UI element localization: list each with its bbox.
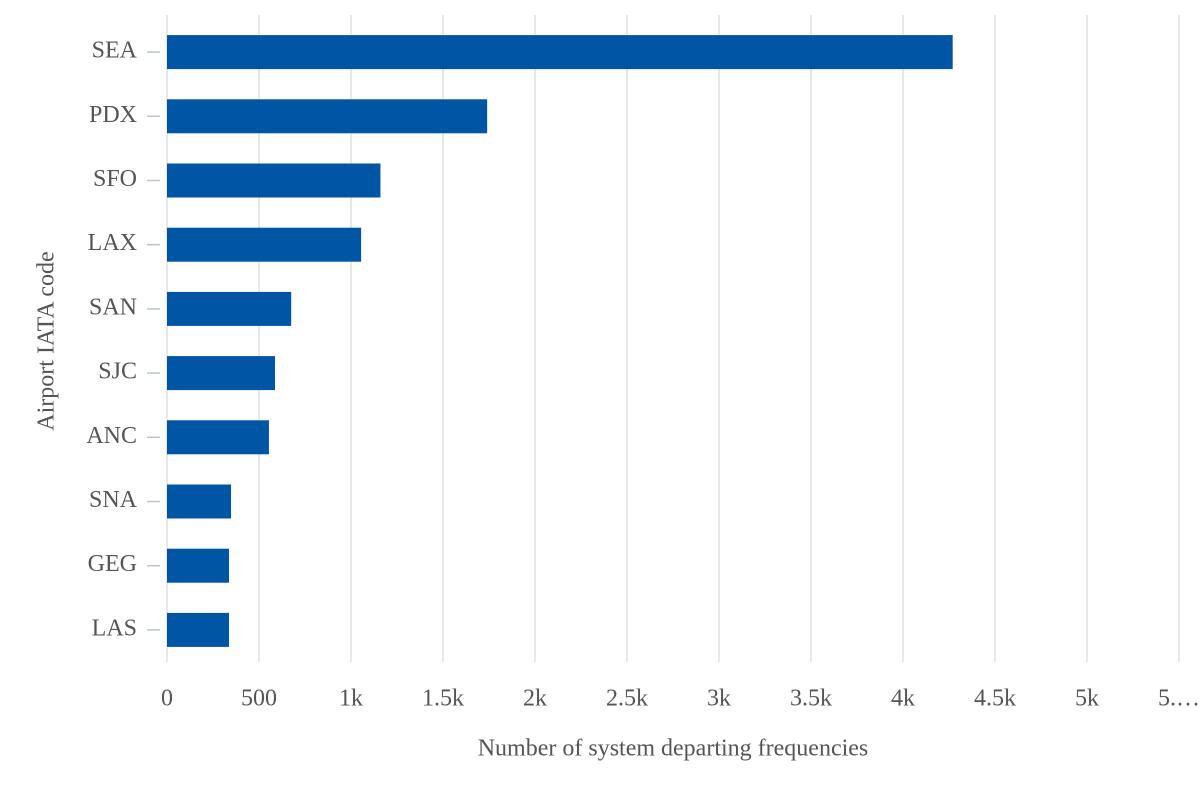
- x-tick-label: 4.5k: [974, 686, 1016, 712]
- x-tick-label: 3.5k: [790, 686, 832, 712]
- x-axis-title: Number of system departing frequencies: [478, 736, 869, 762]
- y-tick-label: SEA: [92, 38, 138, 64]
- y-tick-label: GEG: [88, 551, 137, 577]
- bar: [167, 356, 276, 391]
- x-tick-label: 2.5k: [606, 686, 648, 712]
- bar: [167, 291, 292, 326]
- bar: [167, 99, 488, 134]
- y-tick-label: SNA: [89, 487, 138, 513]
- x-tick-label: 2k: [523, 686, 547, 712]
- x-tick-label: 500: [241, 686, 277, 712]
- x-tick-label: 4k: [891, 686, 915, 712]
- bar: [167, 420, 269, 455]
- y-tick-label: PDX: [89, 102, 137, 128]
- y-tick-label: SAN: [89, 294, 137, 320]
- bar: [167, 35, 953, 70]
- y-tick-label: LAS: [92, 615, 137, 641]
- x-tick-label: 5.…: [1158, 686, 1200, 712]
- x-tick-label: 1.5k: [422, 686, 464, 712]
- y-tick-label: ANC: [86, 423, 137, 449]
- x-tick-label: 3k: [707, 686, 731, 712]
- bar: [167, 484, 232, 519]
- bar: [167, 548, 230, 583]
- x-tick-label: 1k: [339, 686, 363, 712]
- y-axis-title: Airport IATA code: [34, 251, 60, 430]
- bar: [167, 227, 362, 262]
- x-tick-label: 5k: [1075, 686, 1099, 712]
- x-tick-label: 0: [161, 686, 173, 712]
- y-tick-label: SFO: [93, 166, 137, 192]
- y-tick-label: LAX: [88, 230, 137, 256]
- bar: [167, 612, 230, 647]
- y-tick-label: SJC: [98, 359, 137, 385]
- bar: [167, 163, 381, 198]
